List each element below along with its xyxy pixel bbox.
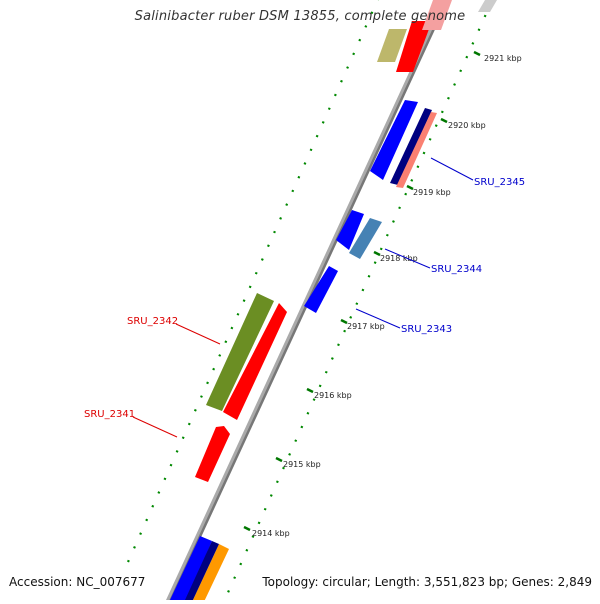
tick-label-2919: 2919 kbp [413, 188, 451, 197]
tick-2920 [440, 117, 448, 124]
gene-SRU_2341 [195, 426, 230, 482]
tick-label-2914: 2914 kbp [252, 529, 290, 538]
inner-dotted-guide [221, 13, 488, 604]
tick-2921 [473, 50, 481, 57]
tick-2916 [306, 387, 314, 394]
tick-label-2915: 2915 kbp [283, 460, 321, 469]
callout-line-SRU_2343 [355, 308, 401, 329]
gene-SRU_2343 [304, 266, 338, 313]
gene-label-SRU_2341: SRU_2341 [84, 409, 135, 420]
tick-2915 [275, 456, 283, 463]
tick-label-2917: 2917 kbp [347, 322, 385, 331]
topology-text: Topology: circular; Length: 3,551,823 bp… [262, 575, 592, 589]
gene-label-SRU_2343: SRU_2343 [401, 324, 452, 335]
callout-line-SRU_2344 [384, 248, 431, 269]
callout-line-SRU_2345 [430, 157, 474, 181]
gene-bottom-orange [192, 544, 229, 604]
tick-label-2916: 2916 kbp [314, 391, 352, 400]
tick-label-2918: 2918 kbp [380, 254, 418, 263]
gene-top-red [396, 21, 432, 72]
callout-line-SRU_2342 [175, 323, 221, 345]
callout-line-SRU_2341 [132, 416, 178, 438]
accession-text: Accession: NC_007677 [9, 575, 146, 589]
gene-salmon-2919 [396, 112, 437, 188]
gene-SRU_2345-navy [390, 108, 432, 185]
gene-blue-2918 [336, 210, 364, 250]
genome-title: Salinibacter ruber DSM 13855, complete g… [134, 9, 466, 24]
tick-2918 [373, 250, 381, 257]
tick-2919 [406, 184, 414, 191]
outer-dotted-guide [126, 0, 379, 563]
gene-bottom-blue [170, 536, 212, 604]
tick-label-2921: 2921 kbp [484, 54, 522, 63]
gene-label-SRU_2342: SRU_2342 [127, 316, 178, 327]
gene-label-SRU_2344: SRU_2344 [431, 264, 482, 275]
tick-2914 [243, 525, 251, 532]
gene-olive-2342 [206, 293, 274, 411]
gene-top-gray [478, 0, 497, 12]
gene-SRU_2344 [349, 218, 382, 259]
gene-SRU_2342 [223, 303, 287, 420]
gene-bottom-navy [185, 541, 219, 602]
tick-2917 [340, 318, 348, 325]
tick-label-2920: 2920 kbp [448, 121, 486, 130]
gene-blue-2920 [370, 100, 418, 180]
gene-top-khaki [377, 29, 407, 62]
backbone-shadow [164, 0, 448, 604]
gene-label-SRU_2345: SRU_2345 [474, 177, 525, 188]
gene-top-pink [422, 0, 452, 30]
